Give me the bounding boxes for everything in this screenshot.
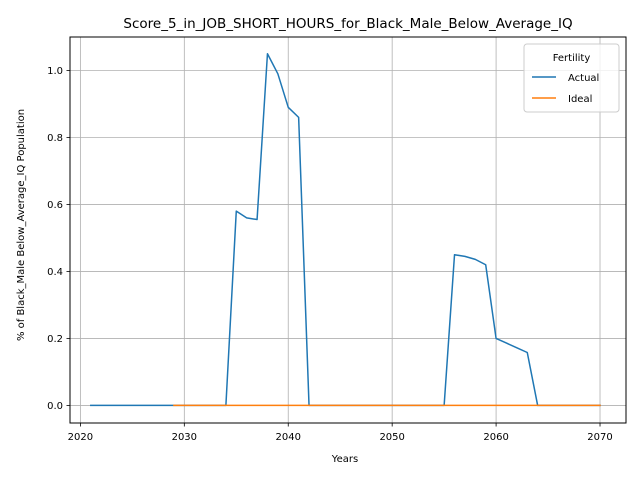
y-tick-label: 0.4 xyxy=(47,267,63,278)
legend-title: Fertility xyxy=(553,53,591,64)
y-axis-label: % of Black_Male Below_Average_IQ Populat… xyxy=(16,109,27,341)
y-tick-label: 0.6 xyxy=(47,200,63,211)
y-tick-label: 0.2 xyxy=(47,334,63,345)
x-tick-label: 2070 xyxy=(587,432,612,443)
ticks: 2020 2030 2040 2050 2060 2070 0.0 0.2 0.4 0.6 0.8 1… xyxy=(47,66,613,443)
legend-label-actual: Actual xyxy=(568,73,599,84)
legend: Fertility Actual Ideal xyxy=(523,43,620,113)
x-tick-label: 2030 xyxy=(172,432,197,443)
y-tick-label: 1.0 xyxy=(47,66,63,77)
grid xyxy=(70,37,626,423)
chart-title: Score_5_in_JOB_SHORT_HOURS_for_Black_Mal… xyxy=(123,16,572,32)
x-tick-label: 2050 xyxy=(379,432,404,443)
x-tick-label: 2060 xyxy=(483,432,508,443)
y-tick-label: 0.0 xyxy=(47,401,63,412)
plot-frame xyxy=(69,36,627,424)
x-axis-label: Years xyxy=(331,454,358,465)
legend-box xyxy=(523,43,620,113)
x-tick-label: 2020 xyxy=(68,432,93,443)
y-tick-label: 0.8 xyxy=(47,133,63,144)
legend-label-ideal: Ideal xyxy=(568,94,592,105)
series-lines xyxy=(90,53,601,407)
x-tick-label: 2040 xyxy=(276,432,301,443)
